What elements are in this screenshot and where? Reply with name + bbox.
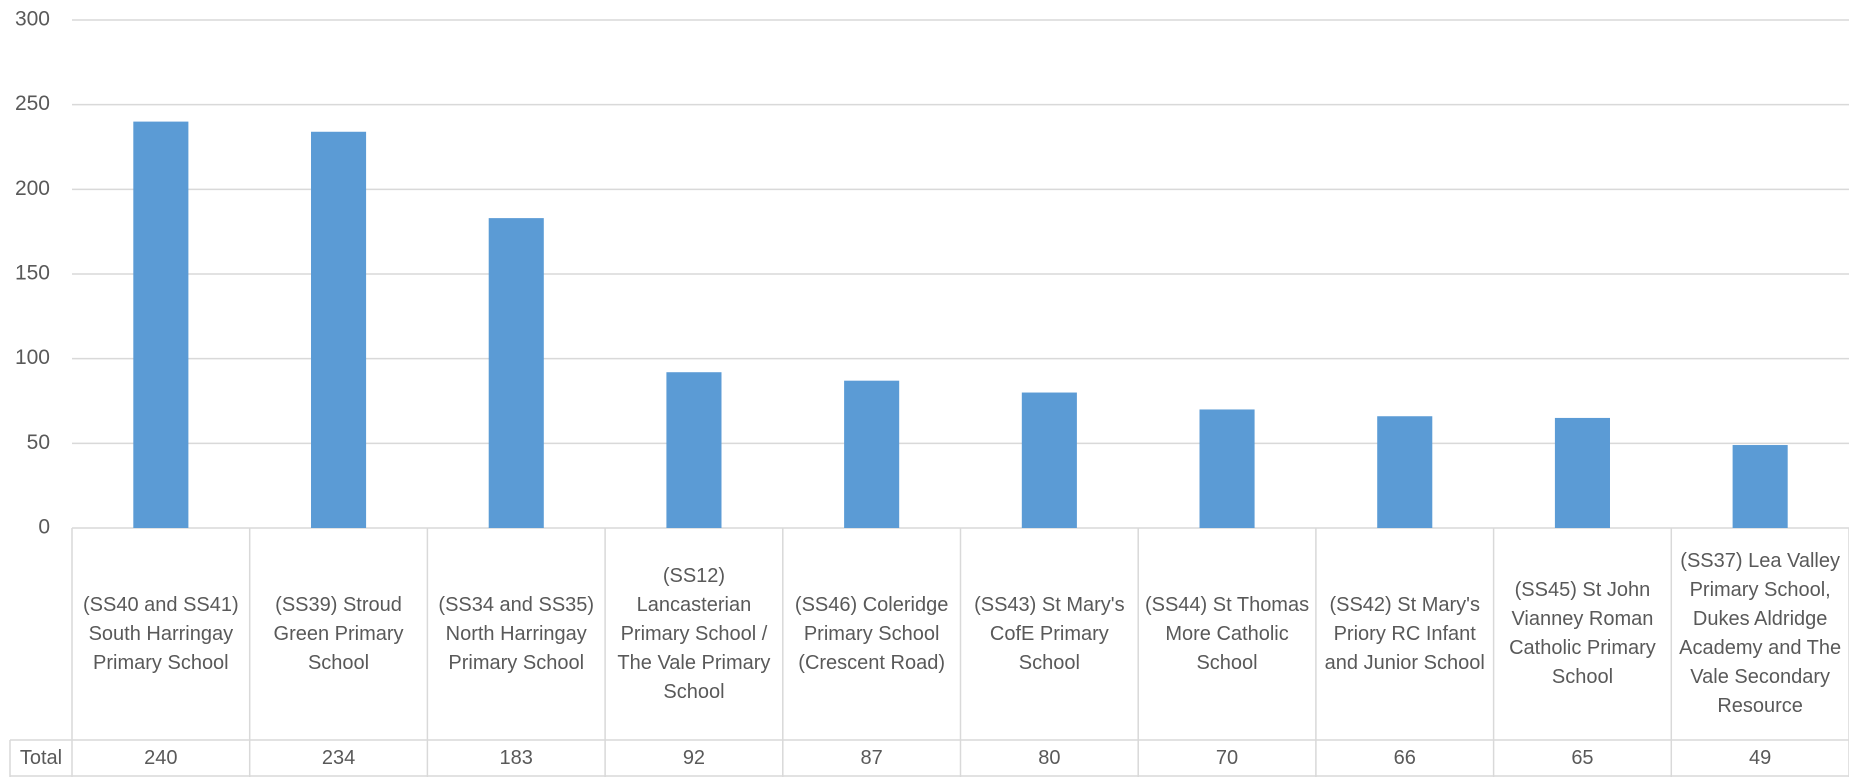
y-tick-label: 50 xyxy=(27,431,50,454)
x-tick-label: (SS34 and SS35) North Harringay Primary … xyxy=(438,593,595,674)
table-value: 234 xyxy=(321,747,356,769)
bar xyxy=(1199,409,1255,528)
table-value: 66 xyxy=(1393,747,1416,769)
bar xyxy=(666,372,722,528)
x-tick-label: (SS45) St John Vianney Roman Catholic Pr… xyxy=(1509,579,1656,688)
table-value: 92 xyxy=(682,747,706,769)
y-tick-label: 300 xyxy=(15,8,50,31)
x-tick-label: (SS46) Coleridge Primary School (Crescen… xyxy=(794,593,949,674)
x-tick-label: (SS42) St Mary's Priory RC Infant and Ju… xyxy=(1324,593,1485,674)
table-value: 87 xyxy=(860,747,883,769)
x-tick-label: (SS40 and SS41) South Harringay Primary … xyxy=(83,593,239,674)
bar xyxy=(311,131,367,528)
bar xyxy=(1732,445,1788,528)
bar xyxy=(1377,416,1433,528)
x-tick-label: (SS37) Lea Valley Primary School, Dukes … xyxy=(1679,550,1842,717)
bar xyxy=(133,121,189,528)
bar xyxy=(1554,417,1610,528)
y-tick-label: 0 xyxy=(38,516,50,539)
legend-label: Total xyxy=(19,747,63,769)
y-tick-label: 100 xyxy=(15,346,50,369)
bar xyxy=(1021,392,1077,528)
y-tick-label: 250 xyxy=(15,92,50,115)
y-tick-label: 150 xyxy=(15,262,50,285)
table-value: 65 xyxy=(1571,747,1594,769)
x-tick-label: (SS39) Stroud Green Primary School xyxy=(273,593,404,674)
bar xyxy=(844,380,900,528)
x-tick-label: (SS12) Lancasterian Primary School / The… xyxy=(617,564,771,703)
table-value: 240 xyxy=(144,747,178,769)
bar xyxy=(488,218,544,528)
table-value: 183 xyxy=(499,747,533,769)
table-value: 70 xyxy=(1215,747,1239,769)
table-value: 49 xyxy=(1749,747,1772,769)
table-value: 80 xyxy=(1038,747,1061,769)
x-tick-label: (SS43) St Mary's CofE Primary School xyxy=(974,593,1125,674)
x-tick-label: (SS44) St Thomas More Catholic School xyxy=(1144,593,1310,674)
y-tick-label: 200 xyxy=(15,177,50,200)
